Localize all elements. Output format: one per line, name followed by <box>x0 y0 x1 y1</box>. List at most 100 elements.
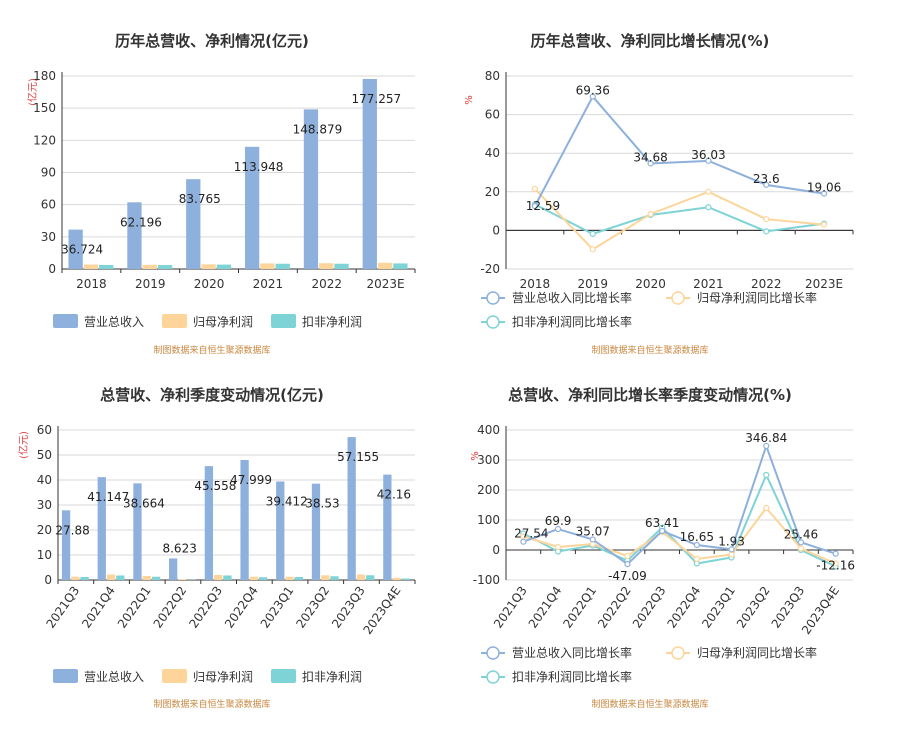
x-tick-label: 2022 <box>311 277 342 291</box>
legend-swatch-1 <box>53 669 78 683</box>
x-tick-label: 2018 <box>76 277 107 291</box>
y-axis-unit: (亿元) <box>17 431 30 459</box>
y-tick-label: 30 <box>37 498 52 512</box>
bar-1 <box>68 229 83 269</box>
y-axis-unit: % <box>464 95 475 105</box>
legend-label: 归母净利润同比增长率 <box>697 290 817 305</box>
bar-1 <box>303 109 319 270</box>
bar-2 <box>83 264 99 269</box>
series-point-1 <box>797 539 805 546</box>
series-point-2 <box>728 551 735 558</box>
data-label: 148.879 <box>293 122 343 136</box>
legend-marker-1 <box>486 291 500 305</box>
bar-1 <box>204 466 214 580</box>
x-tick-label: 2021 <box>693 277 724 291</box>
bar-3 <box>393 263 408 269</box>
series-point-1 <box>763 181 770 188</box>
series-point-2 <box>705 188 712 195</box>
bar-1 <box>347 437 356 580</box>
x-tick-label: 2022Q3 <box>186 584 225 631</box>
legend-label: 扣非净利润同比增长率 <box>512 669 632 684</box>
data-label: 36.724 <box>61 243 103 257</box>
legend-swatch-3 <box>271 669 296 683</box>
bar-3 <box>116 575 125 580</box>
series-point-3 <box>589 230 596 237</box>
series-point-2 <box>763 504 770 512</box>
y-tick-label: 300 <box>477 453 500 467</box>
legend-label: 营业总收入同比增长率 <box>512 290 632 305</box>
bar-2 <box>142 576 151 580</box>
x-tick-label: 2021 <box>253 277 284 291</box>
y-tick-label: 20 <box>37 523 52 537</box>
x-tick-label: 2023E <box>805 277 843 291</box>
y-tick-label: 150 <box>33 101 56 115</box>
bar-1 <box>127 202 142 269</box>
y-tick-label: 30 <box>41 230 56 244</box>
y-tick-label: 0 <box>44 573 52 587</box>
bar-1 <box>97 477 106 580</box>
x-tick-label: 2020 <box>194 277 225 291</box>
series-point-1 <box>589 93 596 100</box>
bar-1 <box>61 510 71 580</box>
y-tick-label: 80 <box>485 69 500 83</box>
y-tick-label: -100 <box>473 573 500 587</box>
legend-marker-2 <box>671 291 685 305</box>
x-tick-label: 2021Q3 <box>491 584 530 631</box>
data-label: 35.07 <box>576 524 610 538</box>
y-tick-label: 10 <box>37 548 52 562</box>
x-tick-label: 2022Q3 <box>630 584 669 631</box>
data-label: 83.765 <box>179 192 221 206</box>
data-label: 12.59 <box>526 199 560 213</box>
data-label: 19.06 <box>807 181 841 195</box>
bar-2 <box>142 264 157 269</box>
chart-panel-3: 总营收、净利季度变动情况(亿元)(亿元)01020304050602021Q32… <box>17 386 416 710</box>
chart-title: 总营收、净利季度变动情况(亿元) <box>100 386 324 404</box>
data-label: 41.147 <box>87 490 129 504</box>
bar-2 <box>356 574 366 580</box>
x-tick-label: 2022 <box>751 277 782 291</box>
series-point-1 <box>693 541 700 549</box>
bar-2 <box>106 574 116 580</box>
bar-3 <box>99 264 114 269</box>
x-tick-label: 2023Q1 <box>258 584 297 631</box>
data-label: 113.948 <box>234 160 284 174</box>
legend-marker-3 <box>486 670 500 684</box>
data-label: 27.88 <box>55 523 89 537</box>
data-source: 制图数据来自恒生聚源数据库 <box>591 344 708 356</box>
legend-label: 归母净利润 <box>193 670 253 684</box>
x-tick-label: 2019 <box>135 277 166 291</box>
x-tick-label: 2022Q2 <box>595 584 634 631</box>
data-label: 63.41 <box>645 516 679 530</box>
legend-marker-2 <box>671 646 685 660</box>
series-point-1 <box>832 550 839 557</box>
data-label: 69.9 <box>545 514 572 528</box>
x-tick-label: 2022Q2 <box>151 584 190 631</box>
series-point-2 <box>820 221 828 228</box>
series-point-2 <box>832 560 839 567</box>
data-label: 42.16 <box>377 488 411 502</box>
x-tick-label: 2022Q4 <box>222 584 261 631</box>
bar-1 <box>311 483 321 580</box>
bar-1 <box>362 78 377 270</box>
y-tick-label: 60 <box>37 423 52 437</box>
series-line-3 <box>534 203 825 235</box>
x-tick-label: 2022Q4 <box>665 584 704 631</box>
bar-1 <box>133 483 142 580</box>
data-label: 57.155 <box>337 450 379 464</box>
x-tick-label: 2023E <box>367 277 405 291</box>
x-tick-label: 2020 <box>635 277 666 291</box>
y-axis-unit: % <box>470 451 481 461</box>
y-tick-label: 200 <box>477 483 500 497</box>
y-tick-label: 60 <box>41 198 56 212</box>
y-tick-label: 40 <box>485 146 500 160</box>
legend-label: 扣非净利润同比增长率 <box>512 314 632 329</box>
legend-label: 营业总收入 <box>84 670 144 684</box>
x-tick-label: 2023Q2 <box>293 584 332 631</box>
series-point-2 <box>693 555 700 563</box>
data-label: 177.257 <box>351 92 401 106</box>
bar-2 <box>178 579 187 580</box>
data-label: 16.65 <box>680 530 714 544</box>
data-label: -47.09 <box>608 569 647 583</box>
